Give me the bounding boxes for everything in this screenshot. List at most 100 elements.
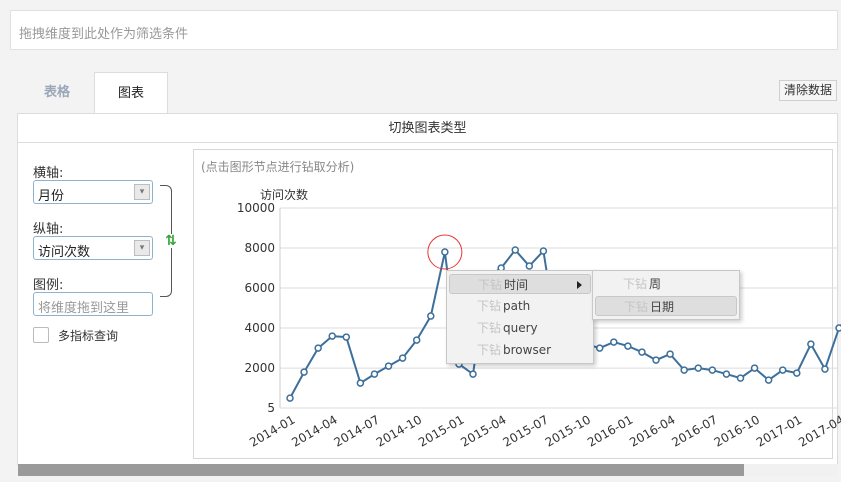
clear-data-button[interactable]: 清除数据 [779,80,837,101]
y-tick-label: 4000 [244,321,275,335]
filter-drop-zone[interactable]: 拖拽维度到此处作为筛选条件 [10,10,838,50]
y-tick-label: 2000 [244,361,275,375]
x-tick-label: 2015-10 [543,412,593,449]
y-tick-label: 5 [267,401,275,415]
filter-placeholder: 拖拽维度到此处作为筛选条件 [19,27,189,42]
x-tick-label: 2017-01 [754,412,804,449]
x-tick-label: 2016-04 [627,412,677,449]
data-point[interactable] [314,344,322,352]
data-point[interactable] [356,379,365,387]
x-tick-label: 2016-10 [712,412,762,449]
legend-field[interactable]: 将维度拖到这里 [33,292,153,316]
multi-metric-checkbox[interactable] [33,327,49,343]
submenu-item-week[interactable]: 下钻 周 [595,274,737,294]
filter-icon[interactable]: ▾ [134,184,150,200]
drill-prefix: 下钻 [478,278,503,292]
menu-item-label: 周 [649,277,662,291]
data-point[interactable] [807,340,815,348]
data-point[interactable] [342,333,351,341]
data-point[interactable] [370,370,379,378]
legend-placeholder: 将维度拖到这里 [38,301,130,316]
data-point[interactable] [469,370,477,378]
data-point[interactable] [412,336,421,344]
data-point[interactable] [300,368,308,376]
x-axis-value: 月份 [38,189,65,204]
legend-label: 图例: [33,278,64,293]
data-point[interactable] [384,362,393,370]
data-point[interactable] [624,342,632,350]
data-point[interactable] [511,246,519,254]
data-point[interactable] [638,348,646,356]
drilldown-context-menu: 下钻 时间 下钻 path 下钻 query 下钻 browser [446,270,594,364]
drill-prefix: 下钻 [623,277,648,291]
data-point[interactable] [680,366,688,374]
data-point[interactable] [835,324,841,332]
drill-prefix: 下钻 [477,321,502,335]
x-tick-label: 2015-01 [416,412,466,449]
y-tick-label: 8000 [244,241,275,255]
tab-table[interactable]: 表格 [43,85,70,100]
x-tick-label: 2017-04 [796,412,841,449]
data-point[interactable] [595,344,604,352]
y-tick-label: 10000 [237,201,275,215]
x-tick-label: 2014-07 [332,412,382,449]
data-point[interactable] [286,394,294,402]
data-point[interactable] [793,369,801,377]
x-tick-label: 2016-01 [585,412,635,449]
menu-item-query[interactable]: 下钻 query [449,318,591,338]
data-point[interactable] [427,312,435,320]
data-point[interactable] [666,350,674,358]
y-axis-label: 纵轴: [33,222,64,237]
menu-item-label: browser [503,343,552,357]
multi-metric-label: 多指标查询 [58,329,119,343]
y-axis-value: 访问次数 [38,245,91,260]
menu-item-label: 日期 [650,300,675,314]
tab-chart[interactable]: 图表 [94,72,168,114]
x-tick-label: 2014-01 [247,412,297,449]
drill-prefix: 下钻 [477,299,502,313]
data-point[interactable] [539,247,548,255]
scrollbar-thumb[interactable] [18,464,744,476]
data-point[interactable] [736,374,745,382]
drill-prefix: 下钻 [477,343,502,357]
data-point[interactable] [708,366,717,374]
data-point[interactable] [652,356,660,364]
x-axis-label: 横轴: [33,166,64,181]
y-axis-title: 访问次数 [260,187,308,202]
filter-icon[interactable]: ▾ [134,240,150,256]
menu-item-time[interactable]: 下钻 时间 [449,274,591,294]
data-point[interactable] [441,248,449,256]
data-point[interactable] [821,365,829,373]
x-tick-label: 2014-04 [289,412,339,449]
selected-point-highlight [427,234,463,270]
switch-chart-type-button[interactable]: 切换图表类型 [18,115,837,143]
x-tick-label: 2014-10 [374,412,424,449]
y-axis-field[interactable]: 访问次数 ▾ [33,236,153,260]
data-point[interactable] [328,332,336,340]
x-tick-label: 2016-07 [669,412,719,449]
x-tick-label: 2015-07 [500,412,550,449]
menu-item-browser[interactable]: 下钻 browser [449,340,591,360]
submenu-item-date[interactable]: 下钻 日期 [595,296,737,316]
drilldown-submenu: 下钻 周 下钻 日期 [592,270,740,320]
data-point[interactable] [610,338,618,346]
menu-item-label: 时间 [504,278,529,292]
data-point[interactable] [778,366,787,374]
data-point[interactable] [694,364,703,372]
drill-prefix: 下钻 [624,300,649,314]
y-tick-label: 6000 [244,281,275,295]
chart-hint: (点击图形节点进行钻取分析) [201,160,355,174]
menu-item-path[interactable]: 下钻 path [449,296,591,316]
submenu-arrow-icon [577,281,582,289]
menu-item-label: path [503,299,531,313]
swap-axes-icon[interactable]: ⇅ [164,233,178,249]
data-point[interactable] [750,364,759,372]
data-point[interactable] [398,354,407,362]
x-axis-field[interactable]: 月份 ▾ [33,180,153,204]
menu-item-label: query [503,321,538,335]
horizontal-scrollbar[interactable] [18,464,838,476]
data-point[interactable] [764,376,773,384]
data-point[interactable] [525,262,534,270]
data-point[interactable] [722,370,731,378]
